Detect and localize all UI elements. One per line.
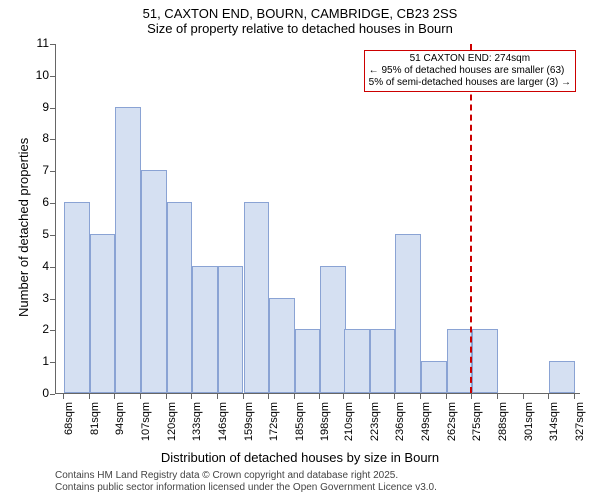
- histogram-bar: [115, 107, 141, 393]
- y-tick-mark: [50, 394, 55, 395]
- x-tick-mark: [574, 394, 575, 399]
- y-tick-mark: [50, 139, 55, 140]
- plot-area: [55, 44, 580, 394]
- histogram-bar: [64, 202, 90, 393]
- y-tick-mark: [50, 203, 55, 204]
- x-tick-mark: [446, 394, 447, 399]
- x-tick-mark: [523, 394, 524, 399]
- y-tick-label: 1: [27, 354, 49, 368]
- title-line-2: Size of property relative to detached ho…: [0, 21, 600, 36]
- histogram-bar: [167, 202, 193, 393]
- x-tick-label: 314sqm: [548, 402, 560, 452]
- x-tick-label: 327sqm: [574, 402, 586, 452]
- x-tick-label: 210sqm: [343, 402, 355, 452]
- x-tick-label: 120sqm: [166, 402, 178, 452]
- x-tick-mark: [420, 394, 421, 399]
- x-tick-mark: [191, 394, 192, 399]
- y-tick-label: 7: [27, 163, 49, 177]
- x-tick-label: 146sqm: [217, 402, 229, 452]
- histogram-bar: [269, 298, 295, 393]
- x-tick-mark: [243, 394, 244, 399]
- title-line-1: 51, CAXTON END, BOURN, CAMBRIDGE, CB23 2…: [0, 6, 600, 21]
- y-tick-mark: [50, 235, 55, 236]
- y-tick-label: 3: [27, 291, 49, 305]
- x-tick-label: 185sqm: [294, 402, 306, 452]
- histogram-bar: [320, 266, 346, 393]
- x-tick-mark: [63, 394, 64, 399]
- histogram-bar: [218, 266, 244, 393]
- y-tick-label: 9: [27, 100, 49, 114]
- x-tick-mark: [166, 394, 167, 399]
- annotation-box: 51 CAXTON END: 274sqm← 95% of detached h…: [364, 50, 576, 92]
- x-tick-mark: [268, 394, 269, 399]
- x-tick-label: 249sqm: [420, 402, 432, 452]
- y-tick-label: 4: [27, 259, 49, 273]
- y-tick-mark: [50, 76, 55, 77]
- x-tick-mark: [114, 394, 115, 399]
- histogram-bar: [472, 329, 498, 393]
- x-tick-mark: [369, 394, 370, 399]
- y-tick-mark: [50, 44, 55, 45]
- x-tick-mark: [497, 394, 498, 399]
- histogram-bar: [192, 266, 218, 393]
- y-tick-label: 10: [27, 68, 49, 82]
- histogram-bar: [244, 202, 270, 393]
- y-tick-mark: [50, 171, 55, 172]
- histogram-bar: [90, 234, 116, 393]
- histogram-bar: [344, 329, 370, 393]
- x-tick-mark: [471, 394, 472, 399]
- footer-line-1: Contains HM Land Registry data © Crown c…: [55, 470, 398, 481]
- y-tick-mark: [50, 267, 55, 268]
- x-tick-mark: [319, 394, 320, 399]
- marker-line: [470, 44, 472, 393]
- x-tick-label: 198sqm: [319, 402, 331, 452]
- histogram-bar: [421, 361, 447, 393]
- histogram-bar: [141, 170, 167, 393]
- annotation-line-2: ← 95% of detached houses are smaller (63…: [369, 65, 571, 77]
- y-tick-mark: [50, 362, 55, 363]
- x-tick-label: 81sqm: [89, 402, 101, 452]
- chart-title: 51, CAXTON END, BOURN, CAMBRIDGE, CB23 2…: [0, 0, 600, 36]
- y-tick-label: 6: [27, 195, 49, 209]
- x-tick-label: 107sqm: [140, 402, 152, 452]
- x-tick-label: 159sqm: [243, 402, 255, 452]
- x-tick-label: 236sqm: [394, 402, 406, 452]
- y-tick-mark: [50, 330, 55, 331]
- x-tick-mark: [294, 394, 295, 399]
- annotation-title: 51 CAXTON END: 274sqm: [369, 53, 571, 65]
- x-tick-mark: [89, 394, 90, 399]
- x-tick-mark: [548, 394, 549, 399]
- x-tick-label: 68sqm: [63, 402, 75, 452]
- x-axis-label: Distribution of detached houses by size …: [0, 450, 600, 465]
- y-tick-label: 8: [27, 131, 49, 145]
- footer-line-2: Contains public sector information licen…: [55, 482, 437, 493]
- x-tick-mark: [394, 394, 395, 399]
- histogram-bar: [395, 234, 421, 393]
- y-tick-label: 2: [27, 322, 49, 336]
- x-tick-label: 223sqm: [369, 402, 381, 452]
- histogram-bar: [447, 329, 473, 393]
- x-tick-label: 288sqm: [497, 402, 509, 452]
- histogram-bar: [549, 361, 575, 393]
- x-tick-label: 262sqm: [446, 402, 458, 452]
- x-tick-label: 275sqm: [471, 402, 483, 452]
- y-tick-label: 0: [27, 386, 49, 400]
- x-tick-label: 301sqm: [523, 402, 535, 452]
- histogram-bar: [295, 329, 321, 393]
- y-tick-label: 5: [27, 227, 49, 241]
- y-tick-mark: [50, 108, 55, 109]
- annotation-line-3: 5% of semi-detached houses are larger (3…: [369, 77, 571, 89]
- x-tick-mark: [343, 394, 344, 399]
- histogram-bar: [370, 329, 396, 393]
- y-tick-label: 11: [27, 36, 49, 50]
- x-tick-mark: [217, 394, 218, 399]
- y-tick-mark: [50, 299, 55, 300]
- x-tick-label: 94sqm: [114, 402, 126, 452]
- x-tick-label: 133sqm: [191, 402, 203, 452]
- x-tick-label: 172sqm: [268, 402, 280, 452]
- x-tick-mark: [140, 394, 141, 399]
